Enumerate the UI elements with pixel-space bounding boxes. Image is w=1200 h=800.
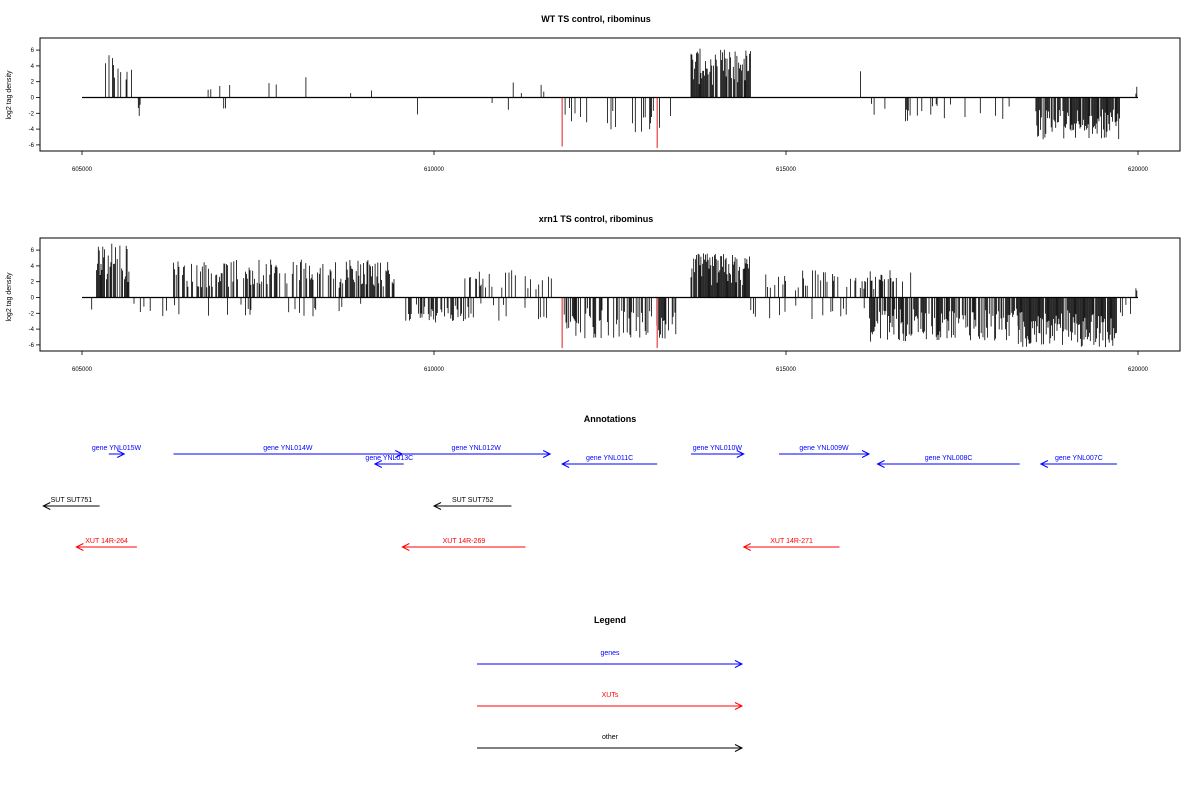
arrow-head <box>734 660 744 668</box>
feature-arrow <box>401 543 526 551</box>
legend-label: XUTs <box>602 692 619 699</box>
arrow-head <box>75 543 84 551</box>
arrow-head <box>542 450 552 458</box>
arrow-head <box>876 460 885 468</box>
feature-arrow <box>373 460 404 468</box>
arrow-head <box>373 460 383 468</box>
xrn1-density-panel: xrn1 TS control, ribominus -6 -4 -2 0 2 4 6 605… <box>6 214 1181 373</box>
y-tick-label: -2 <box>29 311 35 317</box>
y-tick-label: 4 <box>31 64 35 70</box>
feature-arrow <box>402 450 552 458</box>
axis-ticks: -6 -4 -2 0 2 4 6 605000 610000 615000 620000 <box>29 248 1149 373</box>
arrow-head <box>742 543 751 551</box>
arrow-head <box>432 502 442 510</box>
y-tick-label: 6 <box>31 248 35 254</box>
feature-arrow <box>42 502 100 510</box>
y-tick-label: -6 <box>29 143 35 149</box>
y-axis-label: log2 tag density <box>6 272 13 322</box>
x-tick-label: 615000 <box>776 367 797 373</box>
arrow-head <box>861 450 871 458</box>
panel-title: xrn1 TS control, ribominus <box>539 214 654 224</box>
legend-title: Legend <box>594 615 626 625</box>
feature-label: gene YNL009W <box>799 445 849 452</box>
legend-label: genes <box>600 650 620 657</box>
feature-label: gene YNL010W <box>693 445 743 452</box>
y-tick-label: -2 <box>29 111 35 117</box>
y-tick-label: -4 <box>29 127 35 133</box>
feature-arrow <box>876 460 1020 468</box>
y-tick-label: 0 <box>31 296 35 302</box>
legend-label: other <box>602 734 619 741</box>
y-tick-label: 4 <box>31 264 35 270</box>
x-tick-label: 605000 <box>72 167 93 173</box>
feature-arrow <box>561 460 658 468</box>
legend-arrow <box>477 744 744 752</box>
plot-frame <box>39 237 1181 352</box>
y-tick-label: -6 <box>29 343 35 349</box>
feature-arrow <box>690 450 745 458</box>
feature-arrow <box>108 450 126 458</box>
y-tick-label: 2 <box>31 280 35 286</box>
panel-title: WT TS control, ribominus <box>541 14 651 24</box>
feature-label: gene YNL008C <box>925 455 973 462</box>
feature-arrow <box>432 502 512 510</box>
arrow-head <box>561 460 570 468</box>
feature-label: gene YNL012W <box>452 445 502 452</box>
x-tick-label: 620000 <box>1128 367 1149 373</box>
arrow-head <box>42 502 51 510</box>
x-tick-label: 615000 <box>776 167 797 173</box>
wt-density-panel: WT TS control, ribominus -6 -4 -2 0 2 4 6 60500… <box>6 14 1181 173</box>
arrow-head <box>117 450 126 458</box>
arrow-head <box>736 450 745 458</box>
y-axis-label: log2 tag density <box>6 70 13 120</box>
feature-label: XUT 14R-271 <box>770 538 813 545</box>
y-tick-label: 0 <box>31 96 35 102</box>
x-tick-label: 605000 <box>72 367 93 373</box>
feature-label: gene YNL007C <box>1055 455 1103 462</box>
feature-label: SUT SUT751 <box>51 497 93 504</box>
feature-arrow <box>1039 460 1117 468</box>
axis-ticks: -6 -4 -2 0 2 4 6 605000 610000 615000 620000 <box>29 48 1149 173</box>
x-tick-label: 620000 <box>1128 167 1149 173</box>
feature-label: XUT 14R-264 <box>85 538 128 545</box>
feature-label: gene YNL014W <box>263 445 313 452</box>
arrow-head <box>401 543 410 551</box>
y-tick-label: 2 <box>31 80 35 86</box>
arrow-head <box>734 744 744 752</box>
arrow-head <box>734 702 744 710</box>
annotations-title: Annotations <box>584 414 637 424</box>
legend-items: genes XUTs other <box>477 650 744 752</box>
legend-arrow <box>477 660 744 668</box>
feature-arrows: gene YNL015W gene YNL014W gene YNL013C gene… <box>42 445 1117 551</box>
legend: Legend genes XUTs other <box>477 615 744 752</box>
density-marks <box>105 48 1138 149</box>
feature-label: gene YNL011C <box>586 455 633 462</box>
feature-arrow <box>778 450 871 458</box>
feature-arrow <box>742 543 840 551</box>
x-tick-label: 610000 <box>424 367 445 373</box>
x-tick-label: 610000 <box>424 167 445 173</box>
legend-arrow <box>477 702 744 710</box>
annotations-track: Annotations gene YNL015W gene YNL014Wgene… <box>42 414 1117 551</box>
feature-label: XUT 14R-269 <box>443 538 486 545</box>
y-tick-label: 6 <box>31 48 35 54</box>
arrow-head <box>1039 460 1049 468</box>
plot-frame <box>39 37 1181 152</box>
feature-label: gene YNL013C <box>365 455 413 462</box>
feature-label: SUT SUT752 <box>452 497 494 504</box>
y-tick-label: -4 <box>29 327 35 333</box>
density-marks <box>91 243 1138 349</box>
feature-arrow <box>75 543 137 551</box>
feature-label: gene YNL015W <box>92 445 142 452</box>
